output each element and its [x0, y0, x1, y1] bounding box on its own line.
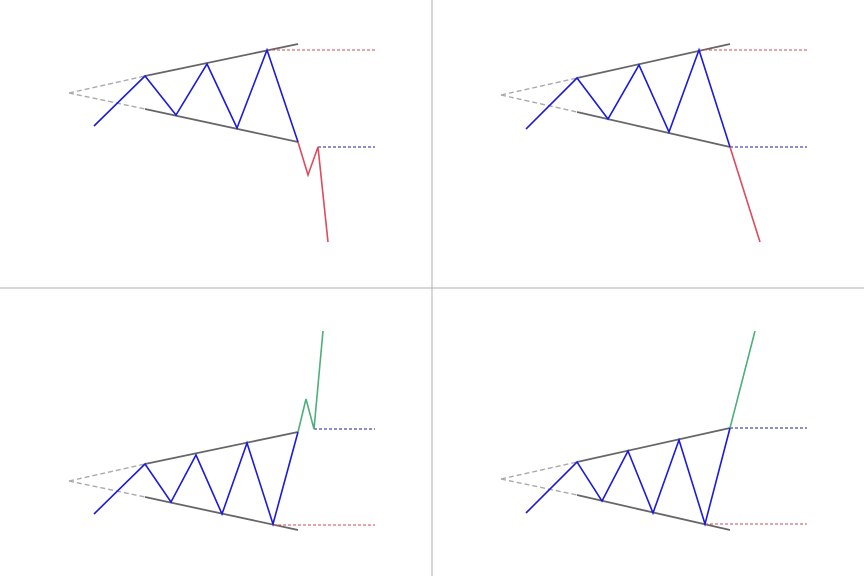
lower-projection-line	[500, 94, 578, 113]
lower-trendline	[576, 111, 731, 148]
lower-projection-line	[68, 480, 146, 498]
breakdown-path	[729, 146, 761, 243]
panel-bottom-left	[68, 330, 375, 531]
upper-trendline	[576, 427, 731, 463]
lower-projection-line	[68, 92, 146, 110]
panel-top-left	[68, 43, 375, 243]
upper-trendline	[144, 43, 299, 77]
upper-projection-line	[68, 75, 146, 94]
panel-top-right	[500, 43, 807, 243]
price-path	[525, 47, 731, 148]
upper-trendline	[144, 431, 299, 465]
price-path	[525, 427, 731, 527]
breakout-path	[729, 330, 756, 429]
upper-projection-line	[500, 77, 578, 96]
price-path	[93, 47, 299, 143]
upper-projection-line	[68, 463, 146, 482]
price-path	[93, 431, 299, 527]
breakdown-path	[297, 141, 329, 243]
upper-projection-line	[500, 461, 578, 480]
lower-trendline	[144, 108, 299, 143]
lower-projection-line	[500, 478, 578, 496]
panel-bottom-right	[500, 330, 807, 531]
breakout-path	[297, 330, 324, 433]
